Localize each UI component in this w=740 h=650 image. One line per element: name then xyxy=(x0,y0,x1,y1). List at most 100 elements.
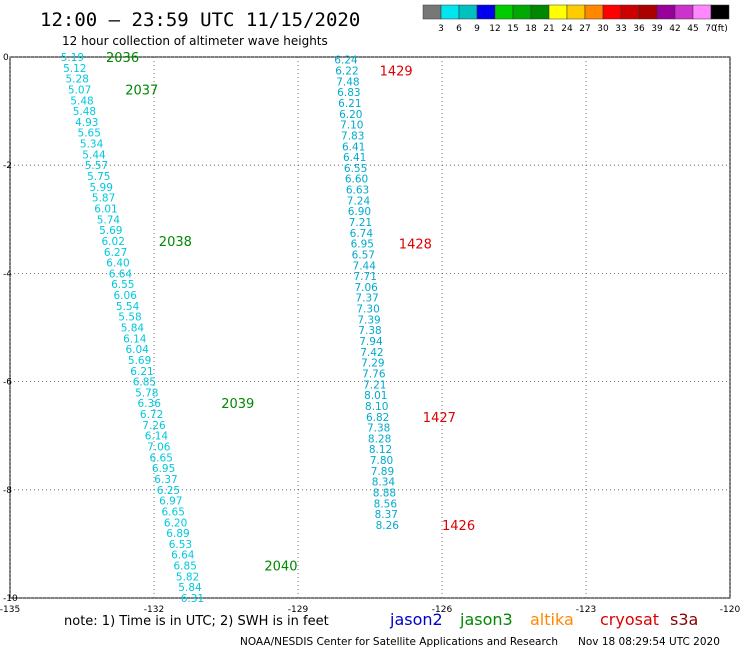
swh-value: 5.65 xyxy=(78,128,101,140)
legend-swatch xyxy=(476,4,496,20)
legend-tick-label: 12 xyxy=(489,24,500,34)
legend-swatch xyxy=(674,4,694,20)
swh-value: 6.21 xyxy=(338,98,361,110)
footer-note: note: 1) Time is in UTC; 2) SWH is in fe… xyxy=(64,614,329,629)
legend-swatch xyxy=(584,4,604,20)
swh-value: 6.57 xyxy=(352,249,375,261)
y-tick-label: -6 xyxy=(3,378,12,388)
swh-value: 5.34 xyxy=(80,139,104,151)
legend-tick-label: 21 xyxy=(543,24,554,34)
swh-value: 5.74 xyxy=(97,214,121,226)
legend-tick-label: 18 xyxy=(525,24,537,34)
swh-value: 5.69 xyxy=(128,355,151,367)
swh-value: 6.01 xyxy=(94,203,117,215)
swh-value: 7.71 xyxy=(354,271,377,283)
legend-tick-label: 33 xyxy=(615,24,626,34)
y-tick-label: -4 xyxy=(3,269,12,279)
swh-value: 6.65 xyxy=(162,506,185,518)
swh-value: 6.85 xyxy=(174,561,197,573)
swh-value: 6.55 xyxy=(344,163,367,175)
legend-swatch xyxy=(620,4,640,20)
legend-tick-label: 9 xyxy=(474,24,480,34)
swh-value: 7.24 xyxy=(347,195,371,207)
swh-value: 7.39 xyxy=(357,314,380,326)
swh-value: 6.89 xyxy=(166,528,189,540)
legend-tick-label: 15 xyxy=(507,24,518,34)
swh-value: 5.75 xyxy=(87,171,110,183)
legend-swatch xyxy=(458,4,478,20)
swh-value: 7.76 xyxy=(362,368,386,380)
x-tick-label: -135 xyxy=(0,605,20,615)
swh-value: 6.64 xyxy=(171,550,195,562)
swh-value: 6.02 xyxy=(102,236,125,248)
legend-tick-label: 30 xyxy=(597,24,609,34)
swh-value: 5.78 xyxy=(135,387,158,399)
swh-value: 6.20 xyxy=(164,517,187,529)
swh-value: 6.25 xyxy=(157,485,180,497)
legend-swatch xyxy=(656,4,676,20)
swh-value: 7.21 xyxy=(349,217,372,229)
legend-swatch xyxy=(710,4,730,20)
swh-value: 8.01 xyxy=(364,390,387,402)
plot-area: -135 -132 -129 -126 -123 -120 0 -2 -4 -6 -8 -10 5.19… xyxy=(0,51,740,615)
swh-value: 7.10 xyxy=(340,120,363,132)
legend-swatch xyxy=(692,4,712,20)
swh-value: 6.72 xyxy=(140,409,163,421)
swh-value: 8.34 xyxy=(372,477,396,489)
swh-value: 8.26 xyxy=(376,520,400,532)
swh-value: 5.54 xyxy=(116,301,140,313)
swh-value: 6.06 xyxy=(114,290,138,302)
pass-number: 1427 xyxy=(423,411,456,426)
legend-tick-label: 24 xyxy=(561,24,573,34)
pass-number: 1426 xyxy=(442,519,475,534)
chart-subtitle: 12 hour collection of altimeter wave hei… xyxy=(62,34,328,48)
mission-label: s3a xyxy=(670,610,698,629)
x-tick-label: -132 xyxy=(144,605,164,615)
swh-value: 6.37 xyxy=(154,474,177,486)
pass-number: 2039 xyxy=(221,397,254,412)
footer-timestamp: Nov 18 08:29:54 UTC 2020 xyxy=(578,636,720,648)
swh-value: 4.93 xyxy=(75,117,98,129)
legend-swatch xyxy=(566,4,586,20)
swh-value: 7.30 xyxy=(356,304,379,316)
legend-swatch xyxy=(494,4,514,20)
swh-value: 5.57 xyxy=(85,160,108,172)
swh-value: 6.55 xyxy=(111,279,134,291)
swh-value: 7.21 xyxy=(363,379,386,391)
mission-label: jason2 xyxy=(389,610,443,629)
swh-value: 6.63 xyxy=(346,185,369,197)
legend-tick-label: 45 xyxy=(687,24,698,34)
pass-number: 2037 xyxy=(125,83,158,98)
swh-value: 6.20 xyxy=(339,109,362,121)
legend-swatch xyxy=(530,4,550,20)
swh-value: 6.40 xyxy=(106,258,129,270)
swh-value: 8.28 xyxy=(368,433,391,445)
mission-label: cryosat xyxy=(600,610,659,629)
swh-value: 5.99 xyxy=(90,182,113,194)
swh-value: 8.88 xyxy=(373,488,396,500)
legend-tick-label: 39 xyxy=(651,24,663,34)
swh-value: 6.27 xyxy=(104,247,127,259)
pass-number: 2040 xyxy=(264,560,297,575)
swh-value: 7.42 xyxy=(360,347,383,359)
swh-value: 6.82 xyxy=(366,412,389,424)
swh-value: 7.06 xyxy=(147,442,171,454)
legend-swatch xyxy=(638,4,658,20)
swh-value: 7.80 xyxy=(370,455,393,467)
swh-value: 6.24 xyxy=(334,55,358,67)
swh-value: 6.95 xyxy=(351,239,374,251)
swh-value: 7.37 xyxy=(355,293,378,305)
legend-tick-label: 42 xyxy=(669,24,680,34)
swh-value: 6.36 xyxy=(138,398,162,410)
swh-value: 5.07 xyxy=(68,84,91,96)
mission-label: altika xyxy=(530,610,574,629)
swh-value: 5.84 xyxy=(121,323,145,335)
footer-credit: NOAA/NESDIS Center for Satellite Applica… xyxy=(240,636,558,648)
swh-value: 6.64 xyxy=(109,268,133,280)
swh-value: 5.48 xyxy=(73,106,96,118)
swh-value: 8.12 xyxy=(369,444,392,456)
pass-number: 1428 xyxy=(399,238,432,253)
x-tick-label: -120 xyxy=(720,605,740,615)
swh-value: 6.22 xyxy=(335,66,358,78)
swh-value: 5.82 xyxy=(176,571,199,583)
